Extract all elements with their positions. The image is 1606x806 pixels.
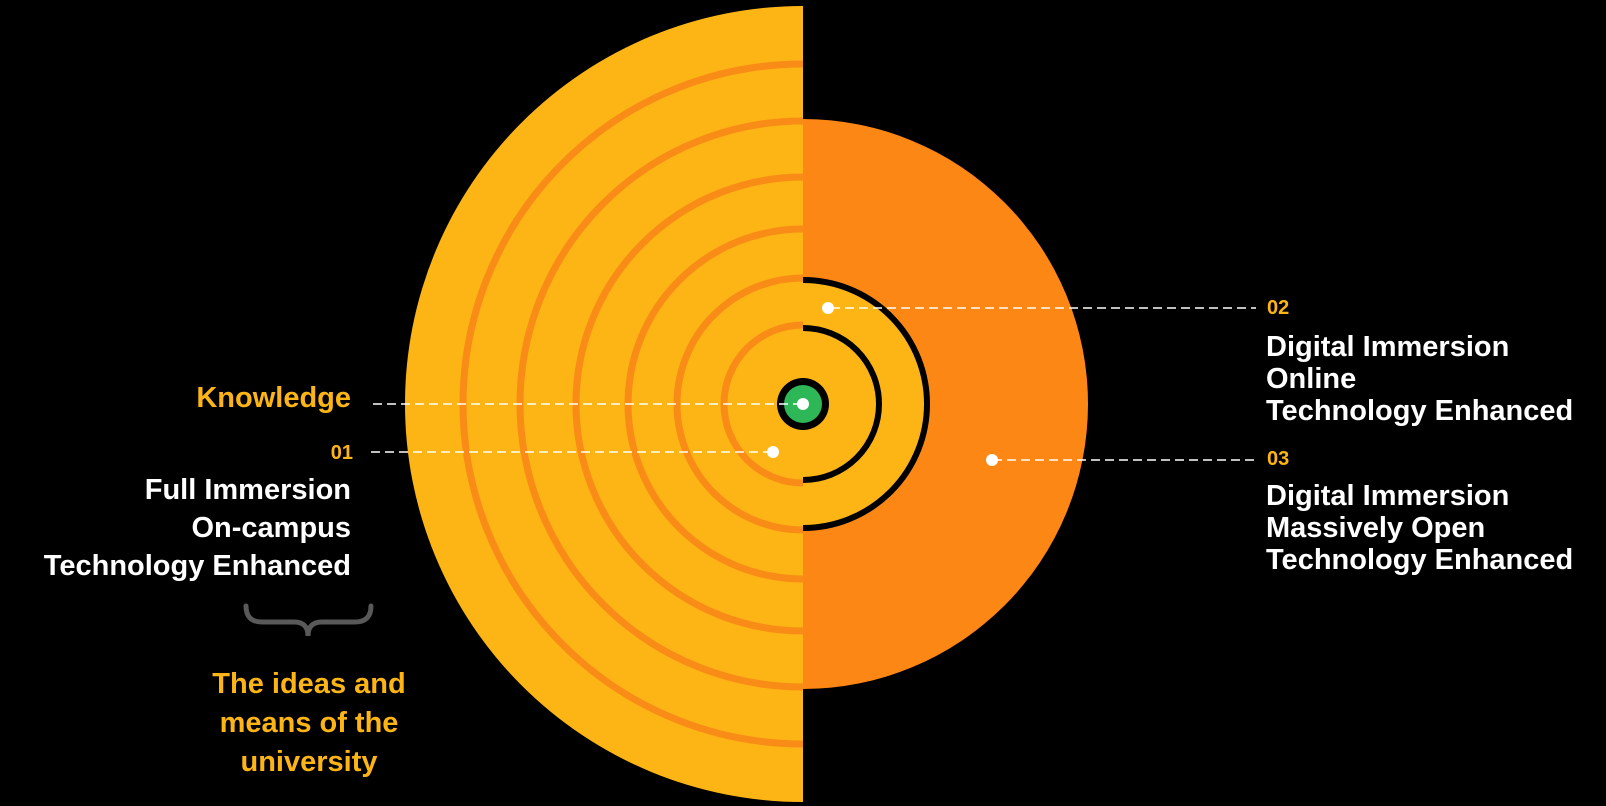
item-01-description: Full Immersion On-campus Technology Enha… xyxy=(44,474,351,582)
caption: The ideas and means of the university xyxy=(190,665,428,782)
caption-line-3: university xyxy=(240,746,378,778)
marker-knowledge xyxy=(797,398,809,410)
item-02-line-3: Technology Enhanced xyxy=(1266,395,1574,427)
item-03-line-3: Technology Enhanced xyxy=(1266,544,1574,576)
black-ring-inner xyxy=(803,325,882,483)
marker-01 xyxy=(767,446,779,458)
caption-line-2: means of the xyxy=(219,707,399,739)
item-03-number: 03 xyxy=(1267,448,1290,470)
marker-dots xyxy=(767,302,998,466)
curly-brace xyxy=(243,603,374,637)
item-01-number: 01 xyxy=(330,442,353,464)
item-01-line-3: Technology Enhanced xyxy=(43,550,351,582)
item-03-description: Digital Immersion Massively Open Technol… xyxy=(1266,480,1573,576)
item-01-line-2: On-campus xyxy=(191,512,351,544)
marker-02 xyxy=(822,302,834,314)
knowledge-label: Knowledge xyxy=(196,382,351,414)
item-02-line-2: Online xyxy=(1266,363,1357,395)
item-02-description: Digital Immersion Online Technology Enha… xyxy=(1266,331,1573,427)
orange-disc xyxy=(803,119,1088,689)
right-half-disc xyxy=(803,119,1088,689)
inner-yellow-disc xyxy=(803,281,926,527)
ring-5 xyxy=(673,274,803,534)
black-ring-outer xyxy=(803,277,930,531)
item-02-number: 02 xyxy=(1267,297,1290,319)
item-02-line-1: Digital Immersion xyxy=(1266,331,1510,363)
item-03-line-1: Digital Immersion xyxy=(1266,480,1510,512)
item-01-line-1: Full Immersion xyxy=(144,474,351,506)
caption-line-1: The ideas and xyxy=(212,668,406,700)
marker-03 xyxy=(986,454,998,466)
leader-lines xyxy=(371,307,1256,461)
item-03-line-2: Massively Open xyxy=(1266,512,1486,544)
